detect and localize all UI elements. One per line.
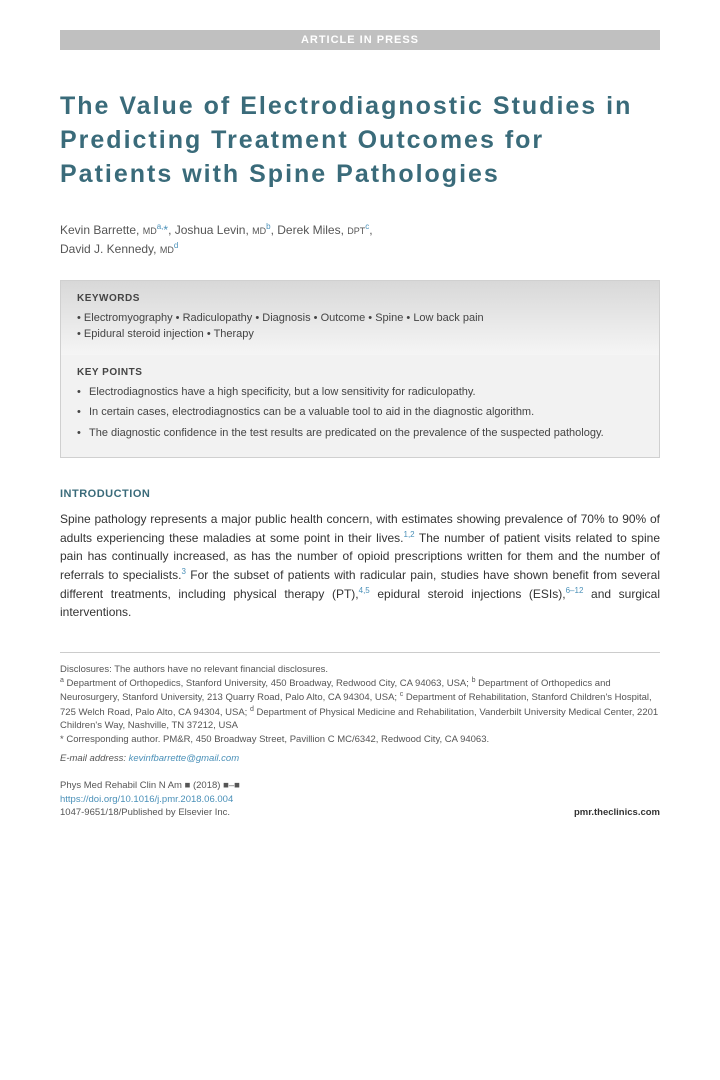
corresponding-author-text: * Corresponding author. PM&R, 450 Broadw… bbox=[60, 733, 660, 746]
keyword: Diagnosis bbox=[255, 312, 310, 324]
affiliations-text: a Department of Orthopedics, Stanford Un… bbox=[60, 676, 660, 733]
journal-left: Phys Med Rehabil Clin N Am ■ (2018) ■–■ … bbox=[60, 779, 240, 819]
journal-citation: Phys Med Rehabil Clin N Am ■ (2018) ■–■ bbox=[60, 779, 240, 792]
author: David J. Kennedy, MDd bbox=[60, 242, 178, 256]
keyword: Electromyography bbox=[77, 312, 173, 324]
author: Joshua Levin, MDb bbox=[175, 223, 271, 237]
email-link[interactable]: kevinfbarrette@gmail.com bbox=[129, 753, 240, 764]
keyword: Epidural steroid injection bbox=[77, 328, 204, 340]
keypoints-section: KEY POINTS Electrodiagnostics have a hig… bbox=[61, 355, 659, 458]
authors-block: Kevin Barrette, MDa,*, Joshua Levin, MDb… bbox=[60, 221, 660, 259]
keypoint-item: The diagnostic confidence in the test re… bbox=[77, 425, 643, 442]
keywords-list: Electromyography Radiculopathy Diagnosis… bbox=[77, 310, 643, 343]
journal-info-block: Phys Med Rehabil Clin N Am ■ (2018) ■–■ … bbox=[60, 779, 660, 819]
email-line: E-mail address: kevinfbarrette@gmail.com bbox=[60, 752, 660, 765]
keyword: Spine bbox=[368, 312, 403, 324]
keyword: Radiculopathy bbox=[176, 312, 253, 324]
citation-ref[interactable]: 1,2 bbox=[404, 530, 415, 539]
disclosure-text: Disclosures: The authors have no relevan… bbox=[60, 663, 660, 676]
keypoints-list: Electrodiagnostics have a high specifici… bbox=[77, 384, 643, 442]
introduction-heading: INTRODUCTION bbox=[60, 488, 660, 500]
article-in-press-banner: ARTICLE IN PRESS bbox=[60, 30, 660, 50]
keywords-heading: KEYWORDS bbox=[77, 293, 643, 304]
introduction-paragraph: Spine pathology represents a major publi… bbox=[60, 510, 660, 622]
keypoint-item: In certain cases, electrodiagnostics can… bbox=[77, 404, 643, 421]
article-title: The Value of Electrodiagnostic Studies i… bbox=[60, 90, 660, 191]
keyword: Outcome bbox=[314, 312, 366, 324]
citation-ref[interactable]: 4,5 bbox=[359, 586, 370, 595]
footer-block: Disclosures: The authors have no relevan… bbox=[60, 652, 660, 819]
keywords-section: KEYWORDS Electromyography Radiculopathy … bbox=[61, 281, 659, 355]
doi-link[interactable]: https://doi.org/10.1016/j.pmr.2018.06.00… bbox=[60, 794, 233, 805]
keypoint-item: Electrodiagnostics have a high specifici… bbox=[77, 384, 643, 401]
author: Derek Miles, DPTc bbox=[277, 223, 369, 237]
citation-ref[interactable]: 6–12 bbox=[566, 586, 584, 595]
copyright-line: 1047-9651/18/Published by Elsevier Inc. bbox=[60, 806, 240, 819]
keywords-keypoints-box: KEYWORDS Electromyography Radiculopathy … bbox=[60, 280, 660, 459]
keyword: Therapy bbox=[207, 328, 254, 340]
keypoints-heading: KEY POINTS bbox=[77, 367, 643, 378]
journal-site[interactable]: pmr.theclinics.com bbox=[574, 806, 660, 819]
author: Kevin Barrette, MDa,* bbox=[60, 223, 168, 237]
keyword: Low back pain bbox=[406, 312, 483, 324]
